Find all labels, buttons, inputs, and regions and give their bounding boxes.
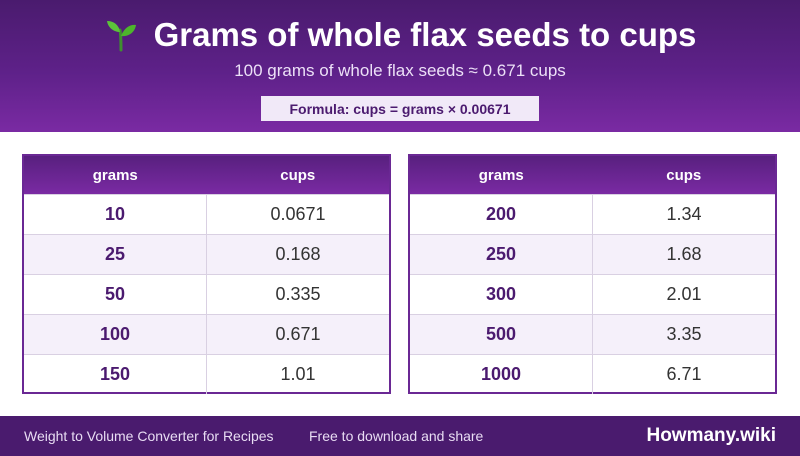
column-header-grams: grams <box>92 166 138 184</box>
conversion-table-right: grams cups 200 1.34 250 1.68 300 2.01 50… <box>408 154 777 394</box>
table-row: 150 1.01 <box>24 354 389 394</box>
grams-cell: 200 <box>410 195 593 234</box>
grams-cell: 25 <box>24 235 207 274</box>
page-title-row: Grams of whole flax seeds to cups <box>0 14 800 56</box>
table-row: 250 1.68 <box>410 234 775 274</box>
cups-cell: 0.671 <box>275 324 321 344</box>
cups-cell: 1.68 <box>666 244 702 264</box>
header: Grams of whole flax seeds to cups 100 gr… <box>0 0 800 132</box>
table-header: grams cups <box>24 156 389 194</box>
table-row: 25 0.168 <box>24 234 389 274</box>
cups-cell: 0.0671 <box>270 204 326 224</box>
grams-cell: 10 <box>24 195 207 234</box>
brand-logo-text[interactable]: Howmany.wiki <box>646 425 776 446</box>
footer-share-note: Free to download and share <box>309 428 484 444</box>
cups-cell: 0.335 <box>275 284 321 304</box>
table-row: 1000 6.71 <box>410 354 775 394</box>
grams-cell: 100 <box>24 315 207 354</box>
cups-cell: 2.01 <box>666 284 702 304</box>
grams-cell: 500 <box>410 315 593 354</box>
table-row: 100 0.671 <box>24 314 389 354</box>
page-subtitle: 100 grams of whole flax seeds ≈ 0.671 cu… <box>234 61 566 80</box>
grams-cell: 50 <box>24 275 207 314</box>
table-row: 200 1.34 <box>410 194 775 234</box>
cups-cell: 6.71 <box>666 364 702 384</box>
page-title: Grams of whole flax seeds to cups <box>153 16 697 53</box>
table-row: 500 3.35 <box>410 314 775 354</box>
conversion-table-left: grams cups 10 0.0671 25 0.168 50 0.335 1… <box>22 154 391 394</box>
grams-cell: 150 <box>24 355 207 394</box>
table-header: grams cups <box>410 156 775 194</box>
cups-cell: 1.01 <box>280 364 316 384</box>
table-row: 10 0.0671 <box>24 194 389 234</box>
cups-cell: 1.34 <box>666 204 702 224</box>
grams-cell: 250 <box>410 235 593 274</box>
cups-cell: 3.35 <box>666 324 702 344</box>
sprout-icon <box>106 21 136 52</box>
cups-cell: 0.168 <box>275 244 321 264</box>
table-row: 300 2.01 <box>410 274 775 314</box>
grams-cell: 1000 <box>410 355 593 394</box>
grams-cell: 300 <box>410 275 593 314</box>
column-header-cups: cups <box>666 166 702 184</box>
column-header-grams: grams <box>478 166 524 184</box>
table-row: 50 0.335 <box>24 274 389 314</box>
footer: Weight to Volume Converter for Recipes F… <box>0 416 800 456</box>
formula-badge: Formula: cups = grams × 0.00671 <box>261 96 539 121</box>
column-header-cups: cups <box>280 166 316 184</box>
footer-tagline: Weight to Volume Converter for Recipes <box>24 428 274 444</box>
